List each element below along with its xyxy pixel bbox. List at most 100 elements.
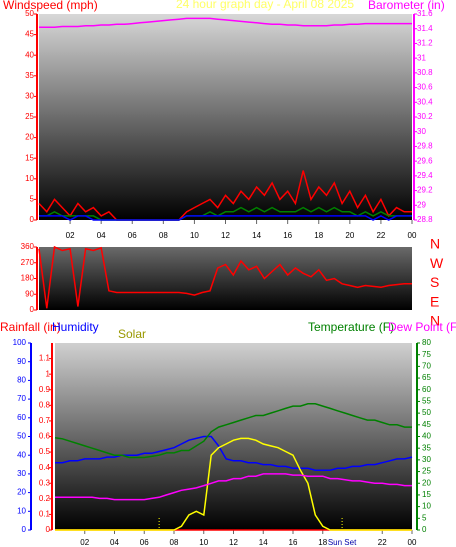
y-axis-title: Windspeed (mph) <box>3 0 98 12</box>
y-tick-label: 0.1 <box>39 510 51 519</box>
series-line <box>39 17 412 28</box>
y-tick-label: 0.3 <box>39 478 51 487</box>
y2-tick-label: 30 <box>422 455 431 464</box>
x-tick-label: 02 <box>66 231 75 240</box>
series-name: Solar <box>118 327 146 341</box>
y-tick-label: 0.5 <box>39 447 51 456</box>
y2-tick-label: 50 <box>422 408 431 417</box>
y-tick-label: 0 <box>30 215 35 224</box>
y2-tick-label: 40 <box>422 432 431 441</box>
x-tick-label: 02 <box>80 538 89 547</box>
y2-tick-label: 30.4 <box>417 97 433 106</box>
x-tick-label: 04 <box>110 538 119 547</box>
y3-tick-label: 30 <box>17 469 26 478</box>
y2-tick-label: 30.2 <box>417 112 433 121</box>
series-line <box>38 170 412 221</box>
y-tick-label: 45 <box>25 30 34 39</box>
y-tick-label: 0.8 <box>39 400 51 409</box>
y2-tick-label: 35 <box>422 443 431 452</box>
x-tick-label: 04 <box>97 231 106 240</box>
plot-area <box>39 14 412 220</box>
series-name: Dew Point (F) <box>388 320 456 334</box>
y2-tick-label: 70 <box>422 361 431 370</box>
plot-area <box>39 247 412 310</box>
y2-tick-label: 31.6 <box>417 9 433 18</box>
direction-label: N <box>430 236 440 252</box>
y2-tick-label: 5 <box>422 513 427 522</box>
y2-tick-label: 45 <box>422 420 431 429</box>
y-tick-label: 50 <box>25 9 34 18</box>
y2-tick-label: 29.4 <box>417 171 433 180</box>
y2-tick-label: 10 <box>422 502 431 511</box>
x-tick-label: 18 <box>318 538 327 547</box>
y-tick-label: 5 <box>30 195 35 204</box>
y2-tick-label: 15 <box>422 490 431 499</box>
y2-tick-label: 31 <box>417 53 426 62</box>
series-line <box>39 215 412 221</box>
series-name: Rainfall (in) <box>0 320 61 334</box>
x-tick-label: 10 <box>190 231 199 240</box>
x-tick-label: 06 <box>128 231 137 240</box>
direction-label: E <box>430 293 439 309</box>
x-tick-label: 14 <box>259 538 268 547</box>
y2-tick-label: 30.6 <box>417 83 433 92</box>
y-tick-label: 0.2 <box>39 494 51 503</box>
direction-label: S <box>430 274 439 290</box>
x-tick-label: 22 <box>378 538 387 547</box>
x-tick-label: 06 <box>140 538 149 547</box>
y3-tick-label: 20 <box>17 488 26 497</box>
x-tick-label: 12 <box>229 538 238 547</box>
y-tick-label: 35 <box>25 71 34 80</box>
y2-tick-label: 28.8 <box>417 215 433 224</box>
y3-tick-label: 90 <box>17 357 26 366</box>
y-tick-label: 1 <box>46 369 51 378</box>
y2-tick-label: 75 <box>422 350 431 359</box>
x-tick-label: 08 <box>159 231 168 240</box>
y-tick-label: 0 <box>46 525 51 534</box>
series-line <box>55 473 412 501</box>
x-tick-label: 14 <box>252 231 261 240</box>
y2-tick-label: 65 <box>422 373 431 382</box>
y2-tick-label: 30.8 <box>417 68 433 77</box>
y-tick-label: 10 <box>25 174 34 183</box>
series-line <box>54 403 412 459</box>
x-tick-label: 00 <box>408 231 417 240</box>
series-line <box>55 435 413 471</box>
y2-tick-label: 29.8 <box>417 142 433 151</box>
x-tick-label: 20 <box>345 231 354 240</box>
y-tick-label: 25 <box>25 112 34 121</box>
y3-tick-label: 40 <box>17 450 26 459</box>
y2-tick-label: 20 <box>422 478 431 487</box>
x-tick-label: 22 <box>376 231 385 240</box>
x-tick-label: 00 <box>408 538 417 547</box>
y-tick-label: 0 <box>30 305 35 314</box>
x-tick-label: 08 <box>170 538 179 547</box>
y2-tick-label: 29.6 <box>417 156 433 165</box>
y-tick-label: 0.7 <box>39 416 51 425</box>
series-name: Temperature (F) <box>308 320 394 334</box>
sunset-label: Sun Set <box>328 538 357 547</box>
y3-tick-label: 60 <box>17 413 26 422</box>
direction-label: W <box>430 255 444 271</box>
y2-axis-title: Barometer (in) <box>368 0 445 12</box>
y3-tick-label: 50 <box>17 432 26 441</box>
y-tick-label: 270 <box>21 258 35 267</box>
series-name: Humidity <box>52 320 99 334</box>
series-line <box>38 245 412 309</box>
y-tick-label: 360 <box>21 242 35 251</box>
direction-label: N <box>430 313 440 329</box>
y2-tick-label: 29.2 <box>417 186 433 195</box>
x-tick-label: 10 <box>199 538 208 547</box>
y2-tick-label: 60 <box>422 385 431 394</box>
y2-tick-label: 25 <box>422 467 431 476</box>
y2-tick-label: 29 <box>417 200 426 209</box>
series-line <box>55 437 412 531</box>
y-tick-label: 90 <box>25 289 34 298</box>
y2-tick-label: 0 <box>422 525 427 534</box>
x-tick-label: 16 <box>289 538 298 547</box>
plot-area <box>55 343 412 530</box>
y3-tick-label: 100 <box>13 338 27 347</box>
y2-tick-label: 80 <box>422 338 431 347</box>
y-tick-label: 30 <box>25 92 34 101</box>
x-tick-label: 18 <box>314 231 323 240</box>
